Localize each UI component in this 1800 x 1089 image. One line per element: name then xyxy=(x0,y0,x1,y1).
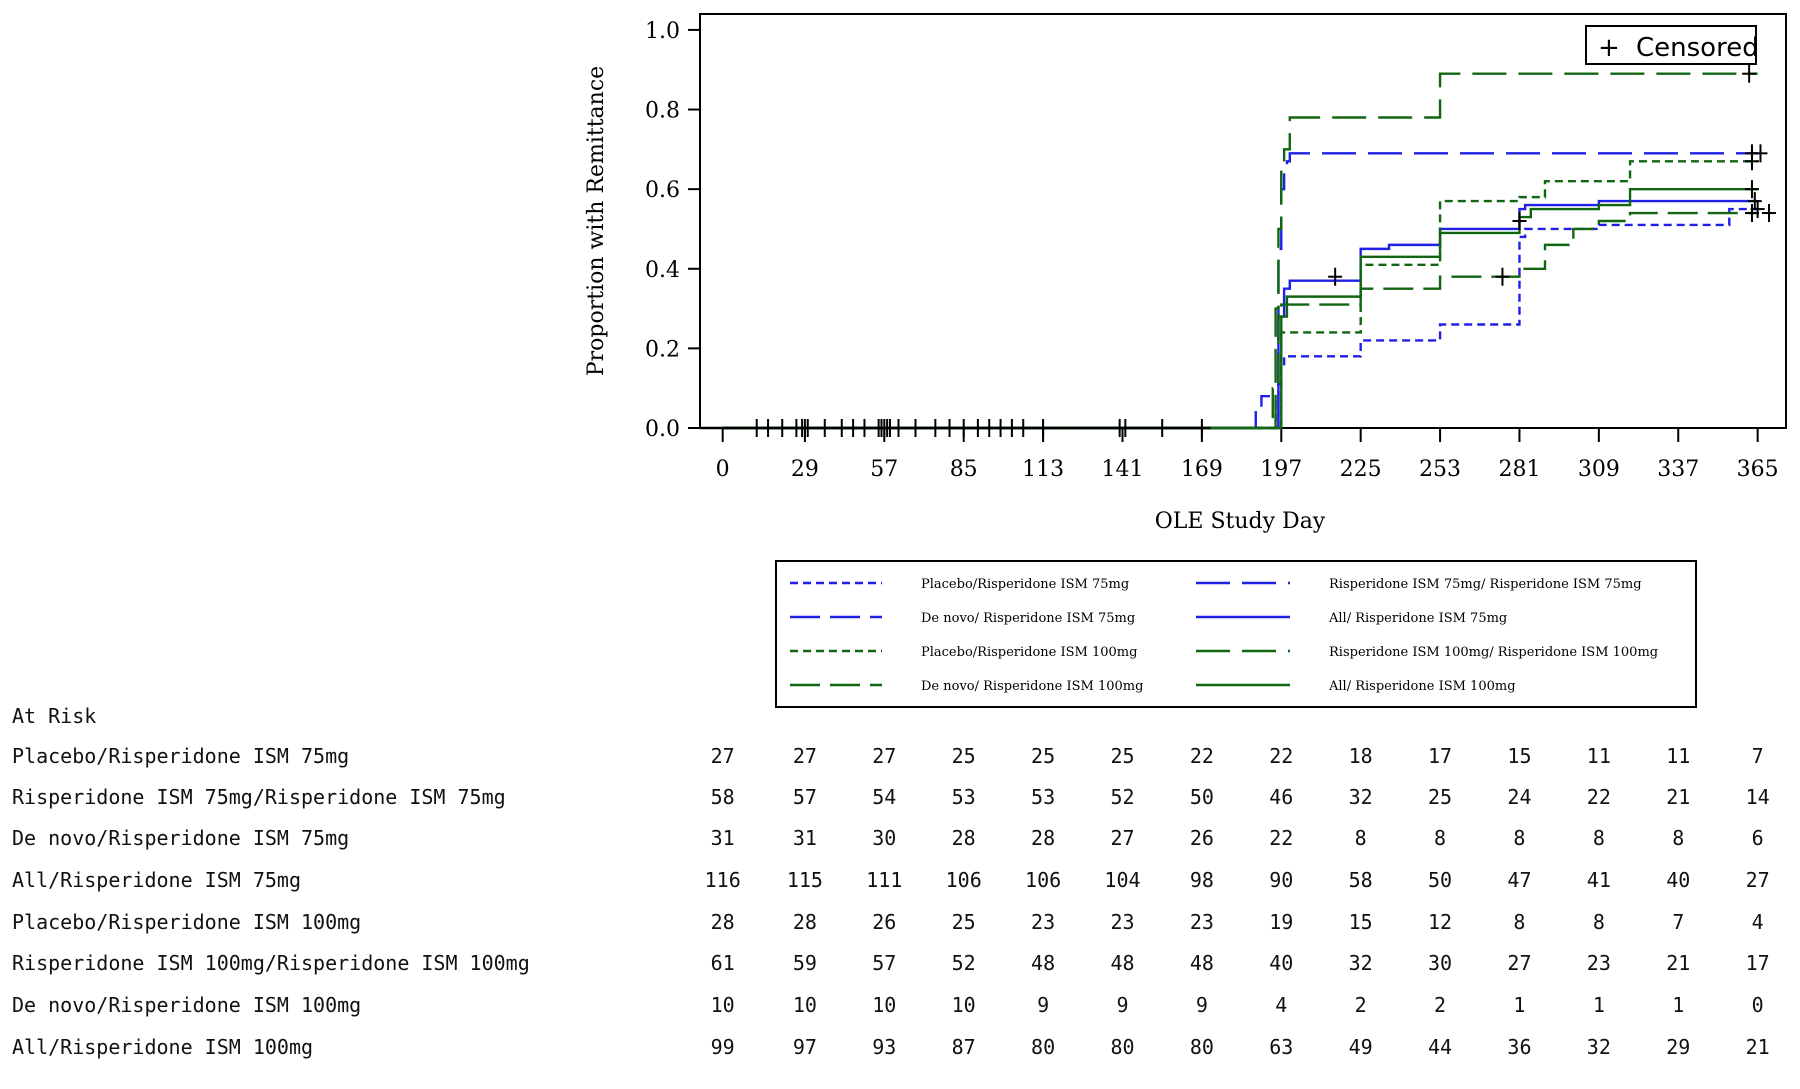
censor-layer xyxy=(700,64,1776,437)
x-tick-label: 57 xyxy=(870,457,898,482)
x-tick-label: 169 xyxy=(1181,457,1223,482)
series-line-6 xyxy=(722,72,1758,430)
x-tick-label: 85 xyxy=(950,457,978,482)
series-legend-box xyxy=(775,560,1697,708)
x-tick-label: 0 xyxy=(716,457,730,482)
series-line-8 xyxy=(722,187,1758,430)
legend-label-7: De novo/ Risperidone ISM 100mg xyxy=(921,679,1143,694)
y-axis-title: Proportion with Remittance xyxy=(584,66,609,376)
series-line-2 xyxy=(722,152,1758,430)
x-tick-label: 365 xyxy=(1737,457,1779,482)
censored-legend-label: Censored xyxy=(1636,33,1759,63)
series-line-1 xyxy=(722,207,1758,430)
x-tick-label: 29 xyxy=(791,457,819,482)
y-tick-label: 0.2 xyxy=(645,337,680,362)
x-tick-label: 281 xyxy=(1498,457,1540,482)
series-line-4 xyxy=(722,199,1758,430)
y-tick-label: 0.0 xyxy=(645,417,680,442)
y-tick-label: 1.0 xyxy=(645,19,680,44)
series-legend: Placebo/Risperidone ISM 75mg Risperidone … xyxy=(775,560,1697,708)
x-tick-label: 197 xyxy=(1260,457,1302,482)
censored-legend-symbol: + xyxy=(1598,33,1620,63)
legend-label-6: Risperidone ISM 100mg/ Risperidone ISM 1… xyxy=(1329,645,1658,660)
x-axis-title: OLE Study Day xyxy=(1155,509,1326,534)
x-tick-label: 225 xyxy=(1340,457,1382,482)
legend-label-1: Placebo/Risperidone ISM 75mg xyxy=(921,577,1129,592)
axes: 0.0 0.2 0.4 0.6 0.8 1.0 0 29 57 85 113 141 169 197 225… xyxy=(645,19,1779,482)
censored-legend: + Censored xyxy=(1585,25,1759,65)
x-tick-label: 141 xyxy=(1101,457,1143,482)
series-line-7 xyxy=(722,211,1758,430)
legend-label-4: All/ Risperidone ISM 75mg xyxy=(1328,611,1507,626)
x-tick-label: 113 xyxy=(1022,457,1064,482)
legend-label-8: All/ Risperidone ISM 100mg xyxy=(1328,679,1516,694)
censored-legend-box xyxy=(1585,25,1757,65)
series-line-5 xyxy=(722,160,1758,430)
y-tick-label: 0.8 xyxy=(645,99,680,124)
x-tick-label: 309 xyxy=(1578,457,1620,482)
y-tick-label: 0.6 xyxy=(645,178,680,203)
x-tick-label: 253 xyxy=(1419,457,1461,482)
x-tick-label: 337 xyxy=(1657,457,1699,482)
series-layer xyxy=(722,72,1758,430)
legend-label-3: De novo/ Risperidone ISM 75mg xyxy=(921,611,1135,626)
legend-label-5: Placebo/Risperidone ISM 100mg xyxy=(921,645,1137,660)
y-tick-label: 0.4 xyxy=(645,258,680,283)
legend-label-2: Risperidone ISM 75mg/ Risperidone ISM 75… xyxy=(1329,577,1642,592)
